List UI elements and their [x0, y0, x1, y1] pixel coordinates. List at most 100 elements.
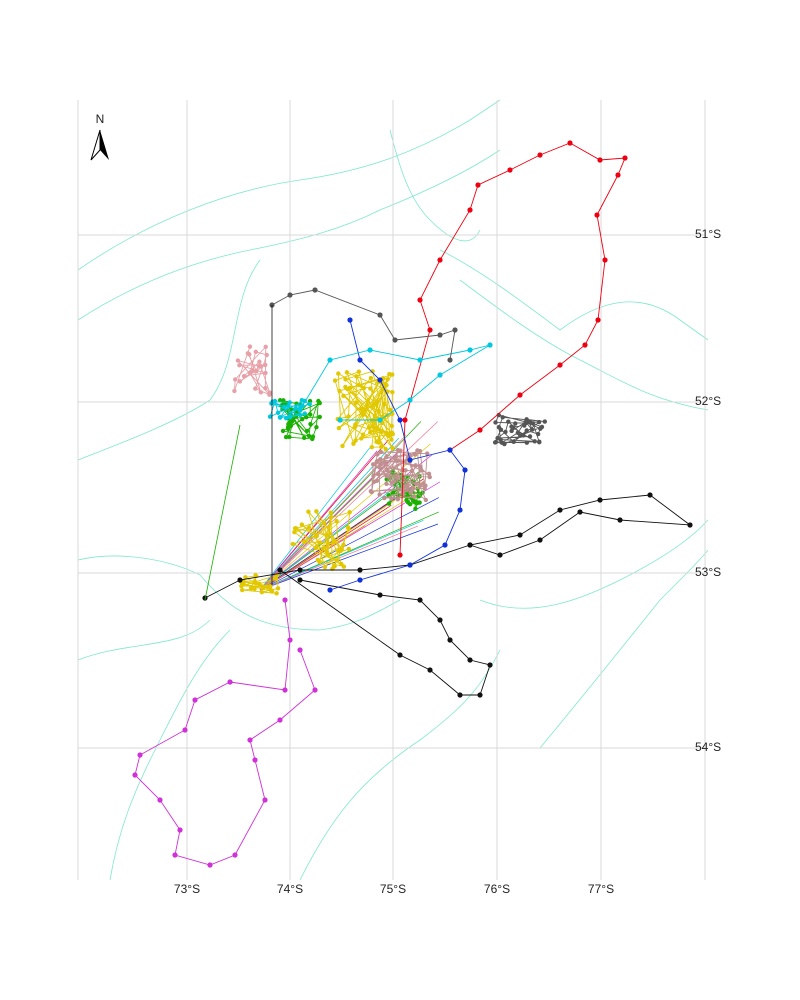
track-fix	[357, 577, 363, 583]
track-fix	[267, 414, 273, 419]
track-fix	[374, 426, 380, 431]
track-fix	[536, 419, 542, 425]
track-fix	[334, 518, 339, 524]
x-label: 76°S	[484, 882, 510, 896]
contour	[77, 99, 501, 271]
track-fix	[532, 439, 537, 444]
track-fix	[557, 362, 563, 368]
track-line	[399, 142, 626, 556]
track-fix	[322, 545, 327, 550]
track-fix	[462, 467, 468, 473]
track-fix	[495, 435, 500, 441]
track-fix	[287, 637, 293, 643]
track-fix	[502, 441, 507, 447]
track-fix	[263, 362, 268, 368]
track-fix	[243, 575, 248, 580]
track-fix	[513, 421, 518, 426]
track-fix	[477, 427, 483, 433]
track-fix	[378, 461, 384, 467]
track-fix	[258, 390, 264, 395]
track-fix	[371, 402, 377, 407]
track-fix	[509, 428, 514, 434]
x-label: 77°S	[588, 882, 614, 896]
track-fix	[360, 432, 366, 437]
track-fix	[325, 541, 331, 547]
track-fix	[507, 167, 513, 173]
track-fix	[524, 428, 529, 433]
track-fix	[382, 401, 387, 407]
track-fix	[371, 473, 376, 478]
north-arrow: N	[90, 112, 109, 161]
track-fix	[413, 506, 418, 512]
track-fix	[275, 586, 281, 591]
track-fix	[286, 403, 291, 409]
track-fix	[503, 429, 508, 435]
track-fix	[327, 587, 333, 593]
track-fix	[647, 492, 653, 498]
track-line	[259, 520, 424, 591]
track-fix	[308, 421, 313, 427]
track-fix	[250, 368, 255, 373]
track-fix	[252, 586, 257, 592]
track-fix	[263, 385, 268, 391]
track-fix	[260, 585, 266, 590]
track-fix	[477, 692, 483, 698]
track-fix	[529, 427, 535, 432]
track-fix	[360, 412, 366, 417]
track-fix	[314, 425, 319, 430]
track-fix	[299, 398, 305, 403]
track-fix	[240, 587, 245, 593]
track-fix	[272, 398, 278, 404]
track-fix	[235, 358, 241, 363]
track-fix	[447, 447, 453, 453]
track-fix	[247, 344, 253, 349]
track-fix	[368, 386, 373, 391]
track-fix	[437, 332, 443, 338]
track-fix	[386, 501, 392, 506]
track-fix	[275, 410, 281, 415]
track-fix	[539, 424, 545, 430]
track-fix	[457, 507, 463, 513]
track-fix	[542, 419, 548, 424]
contour	[109, 629, 231, 881]
track-fix	[389, 480, 394, 485]
track-fix	[384, 383, 389, 388]
track-fix	[412, 452, 418, 457]
track-fix	[339, 561, 344, 567]
track-fix	[299, 522, 305, 527]
track-fix	[281, 404, 287, 410]
track-fix	[343, 377, 348, 382]
track-fix	[409, 468, 415, 474]
track-fix	[452, 327, 458, 333]
track-fix	[374, 398, 380, 404]
y-label: 54°S	[695, 740, 721, 754]
track-fix	[527, 419, 532, 425]
track-line	[204, 494, 692, 599]
track-fix	[535, 431, 541, 437]
track-fix	[407, 457, 413, 463]
track-fix	[306, 433, 312, 439]
track-fix	[274, 591, 279, 596]
track-fix	[248, 586, 254, 591]
contour	[77, 149, 501, 321]
track-fix	[467, 542, 473, 548]
track-fix	[594, 212, 600, 218]
track-fix	[370, 369, 375, 374]
y-label: 52°S	[695, 394, 721, 408]
track-fix	[281, 398, 286, 403]
track-fix	[498, 427, 504, 432]
track-fix	[297, 407, 303, 413]
track-fix	[280, 428, 286, 434]
track-fix	[297, 567, 303, 573]
track-fix	[530, 421, 536, 426]
track-fix	[282, 597, 288, 603]
track-fix	[357, 357, 363, 363]
track-line	[329, 319, 466, 591]
track-fix	[318, 540, 323, 545]
track-fix	[300, 417, 305, 422]
track-fix	[340, 443, 345, 449]
track-fix	[346, 414, 351, 419]
track-fix	[515, 430, 521, 435]
track-fix	[247, 737, 253, 743]
